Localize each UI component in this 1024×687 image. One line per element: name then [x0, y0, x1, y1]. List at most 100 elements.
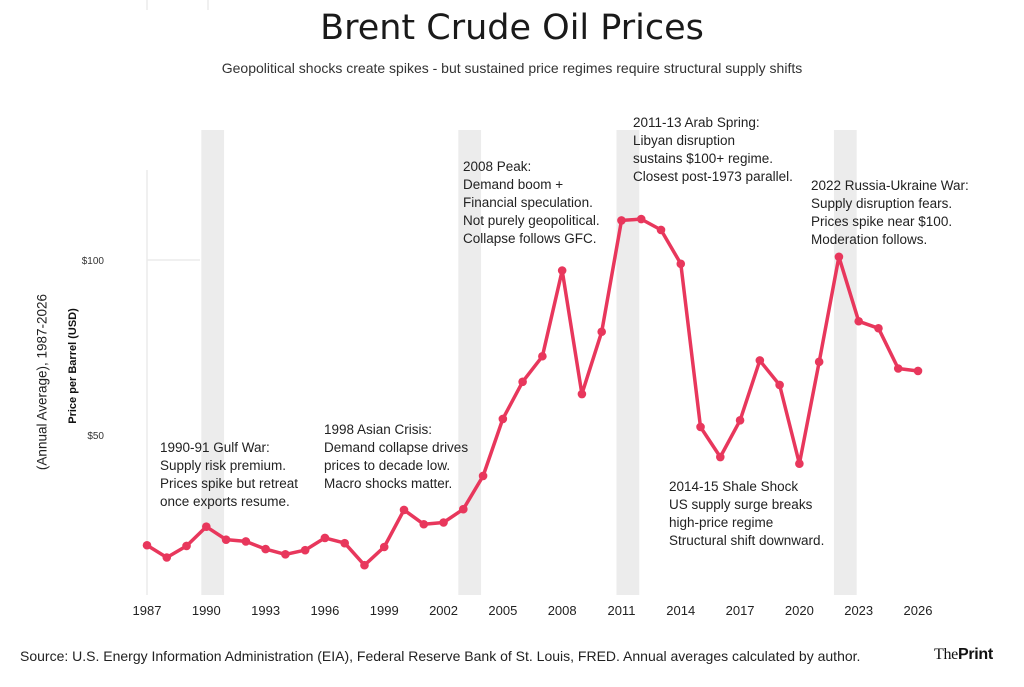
data-point	[281, 550, 290, 559]
data-point	[913, 366, 923, 376]
data-point	[261, 544, 270, 554]
data-point	[617, 216, 626, 225]
data-point	[538, 351, 547, 361]
data-point	[656, 225, 666, 235]
annotation-line: US supply surge breaks	[669, 497, 813, 512]
source-note: Source: U.S. Energy Information Administ…	[20, 648, 861, 664]
annotation-line: 2011-13 Arab Spring:	[633, 115, 760, 130]
data-point	[241, 537, 251, 546]
annotation-line: 1998 Asian Crisis:	[324, 422, 432, 437]
x-tick-label: 2023	[844, 603, 873, 618]
data-point	[795, 459, 804, 469]
data-point	[834, 252, 844, 262]
annotation: 2022 Russia-Ukraine War: Supply disruptio…	[811, 178, 969, 247]
data-point	[775, 380, 784, 390]
annotation-line: Moderation follows.	[811, 232, 927, 247]
x-tick-label: 1987	[133, 603, 162, 618]
brand-logo-print: Print	[957, 646, 993, 663]
gridlines	[146, 0, 209, 595]
x-tick-label: 2026	[904, 603, 933, 618]
data-point	[755, 356, 765, 365]
annotation-line: Demand collapse drives	[324, 440, 468, 455]
annotation-line: 2022 Russia-Ukraine War:	[811, 178, 969, 193]
data-point	[893, 364, 903, 373]
annotation-line: Libyan disruption	[633, 133, 735, 148]
annotation-line: 1990-91 Gulf War:	[160, 440, 270, 455]
annotation-line: once exports resume.	[160, 494, 290, 509]
data-point	[874, 323, 883, 333]
x-axis-ticks: 1987 1990 1993 1996 1999 2002 2005 2008 2011 2014…	[133, 603, 933, 618]
data-point	[379, 542, 389, 552]
annotation: 2011-13 Arab Spring: Libyan disruption sus…	[633, 115, 793, 184]
annotation-line: sustains $100+ regime.	[633, 151, 773, 166]
data-point	[735, 416, 745, 425]
annotation-line: Closest post-1973 parallel.	[633, 169, 793, 184]
annotation-line: 2014-15 Shale Shock	[669, 479, 798, 494]
annotation-line: 2008 Peak:	[463, 159, 531, 174]
x-tick-label: 1990	[192, 603, 221, 618]
x-tick-label: 1996	[310, 603, 339, 618]
annotation-line: Prices spike but retreat	[160, 476, 298, 491]
chart-subtitle: Geopolitical shocks create spikes - but …	[221, 60, 803, 76]
x-tick-label: 2014	[666, 603, 695, 618]
data-point	[221, 535, 231, 544]
annotation-line: Collapse follows GFC.	[463, 231, 597, 246]
data-point	[360, 560, 369, 570]
annotation-line: prices to decade low.	[324, 458, 450, 473]
data-point	[498, 414, 508, 424]
annotation-line: Demand boom +	[463, 177, 563, 192]
annotation-line: Supply risk premium.	[160, 458, 286, 473]
brand-logo-the: The	[934, 646, 958, 663]
x-tick-label: 2020	[785, 603, 814, 618]
y-axis-ticks: $50 $100	[82, 256, 105, 442]
annotation: 1998 Asian Crisis: Demand collapse drives…	[324, 422, 468, 491]
data-point	[142, 540, 152, 550]
shaded-period	[201, 130, 225, 595]
shaded-period	[616, 130, 640, 595]
data-point	[518, 377, 527, 387]
data-point	[340, 538, 349, 548]
data-point	[478, 471, 488, 481]
y-axis-label-outer: (Annual Average), 1987-2026	[34, 293, 50, 471]
data-points	[142, 214, 923, 570]
data-point	[597, 327, 606, 337]
annotation-line: Structural shift downward.	[669, 533, 824, 548]
annotation-line: Prices spike near $100.	[811, 214, 952, 229]
series-line	[145, 217, 920, 567]
annotation-line: high-price regime	[669, 515, 773, 530]
x-tick-label: 2011	[607, 603, 635, 618]
annotations: 1990-91 Gulf War: Supply risk premium. Pri…	[160, 115, 969, 548]
data-point	[636, 214, 646, 224]
data-point	[182, 541, 191, 551]
data-point	[399, 505, 409, 515]
shaded-period	[458, 130, 482, 595]
price-series	[145, 217, 920, 567]
annotation: 2014-15 Shale Shock US supply surge break…	[669, 479, 824, 548]
data-point	[419, 519, 429, 529]
x-tick-label: 2008	[548, 603, 577, 618]
annotation-line: Supply disruption fears.	[811, 196, 952, 211]
annotation-line: Macro shocks matter.	[324, 476, 452, 491]
data-point	[439, 518, 448, 527]
x-tick-label: 1993	[251, 603, 280, 618]
data-point	[202, 522, 211, 531]
data-point	[459, 504, 468, 514]
data-point	[696, 422, 705, 432]
annotation: 1990-91 Gulf War: Supply risk premium. Pri…	[160, 440, 298, 509]
brand-logo: ThePrint	[934, 646, 993, 664]
chart-title: Brent Crude Oil Prices	[320, 8, 704, 48]
x-tick-label: 2005	[488, 603, 517, 618]
annotation-line: Not purely geopolitical.	[463, 213, 600, 228]
data-point	[854, 316, 863, 326]
data-point	[676, 259, 686, 269]
annotation-line: Financial speculation.	[463, 195, 593, 210]
x-tick-label: 2017	[726, 603, 755, 618]
shaded-periods	[201, 130, 857, 595]
y-tick-label: $50	[87, 431, 104, 442]
x-tick-label: 1999	[370, 603, 399, 618]
data-point	[557, 266, 567, 275]
data-point	[577, 389, 587, 399]
data-point	[300, 545, 310, 555]
annotation: 2008 Peak: Demand boom + Financial specula…	[463, 159, 600, 246]
